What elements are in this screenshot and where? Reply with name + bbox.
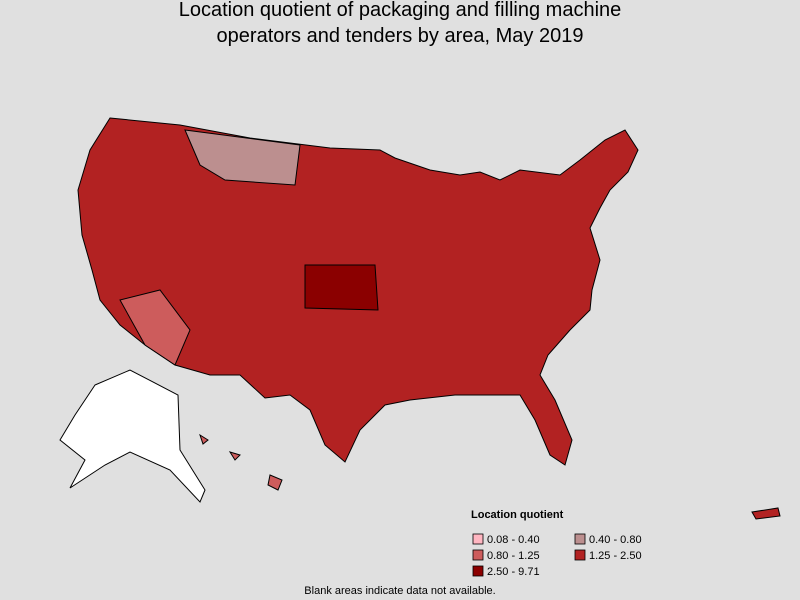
- legend-swatch: [574, 549, 586, 561]
- footnote: Blank areas indicate data not available.: [304, 585, 495, 597]
- us-map: [59, 117, 781, 520]
- region-shading: [304, 264, 379, 311]
- legend-label: 0.08 - 0.40: [487, 534, 540, 546]
- hawaii: [199, 433, 283, 491]
- legend-label: 1.25 - 2.50: [589, 550, 642, 562]
- title-line-1: Location quotient of packaging and filli…: [179, 0, 622, 21]
- legend-label: 0.40 - 0.80: [589, 534, 642, 546]
- region-shading: [119, 289, 191, 366]
- title-line-2: operators and tenders by area, May 2019: [217, 25, 584, 47]
- legend-swatch: [472, 549, 484, 561]
- region-shading: [184, 129, 301, 186]
- legend-swatch: [574, 533, 586, 545]
- legend-swatch: [472, 565, 484, 577]
- legend-title: Location quotient: [471, 509, 564, 521]
- legend-swatch: [472, 533, 484, 545]
- alaska: [59, 369, 206, 503]
- legend-label: 2.50 - 9.71: [487, 566, 540, 578]
- legend: 0.08 - 0.40 0.40 - 0.80 0.80 - 1.25 1.25 - …: [472, 533, 642, 578]
- legend-label: 0.80 - 1.25: [487, 550, 540, 562]
- puerto-rico: [751, 507, 781, 520]
